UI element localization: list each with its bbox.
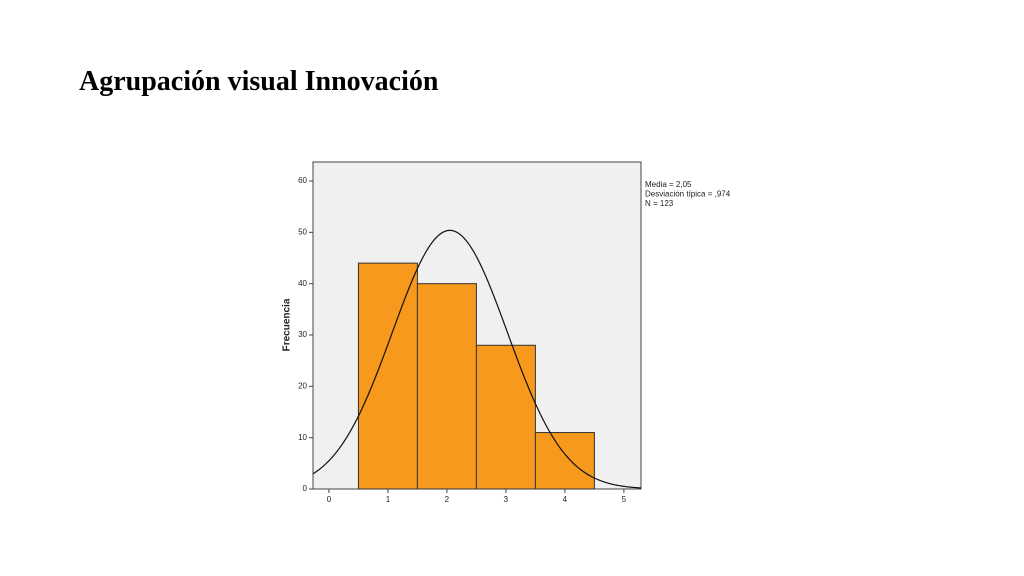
bar [534, 432, 595, 490]
stats-label: Media = 2,05 [645, 180, 692, 189]
y-tick-label: 10 [298, 433, 307, 442]
x-tick-label: 2 [445, 495, 450, 504]
y-tick-label: 50 [298, 227, 307, 236]
x-tick-label: 4 [563, 495, 568, 504]
x-tick-label: 5 [622, 495, 627, 504]
bar [416, 283, 477, 490]
x-tick-label: 3 [504, 495, 509, 504]
stats-label: Desviación típica = ,974 [645, 190, 731, 199]
bar [357, 262, 418, 490]
stats-label: N = 123 [645, 199, 674, 208]
bar [475, 344, 536, 490]
y-axis-label: Frecuencia [282, 298, 293, 351]
y-tick-label: 0 [303, 484, 308, 493]
y-tick-label: 40 [298, 279, 307, 288]
normal-curve [312, 229, 642, 489]
y-tick-label: 30 [298, 330, 307, 339]
y-tick-label: 20 [298, 381, 307, 390]
x-tick-label: 0 [327, 495, 332, 504]
x-tick-label: 1 [386, 495, 391, 504]
slide-title: Agrupación visual Innovación [79, 66, 439, 97]
y-tick-label: 60 [298, 176, 307, 185]
